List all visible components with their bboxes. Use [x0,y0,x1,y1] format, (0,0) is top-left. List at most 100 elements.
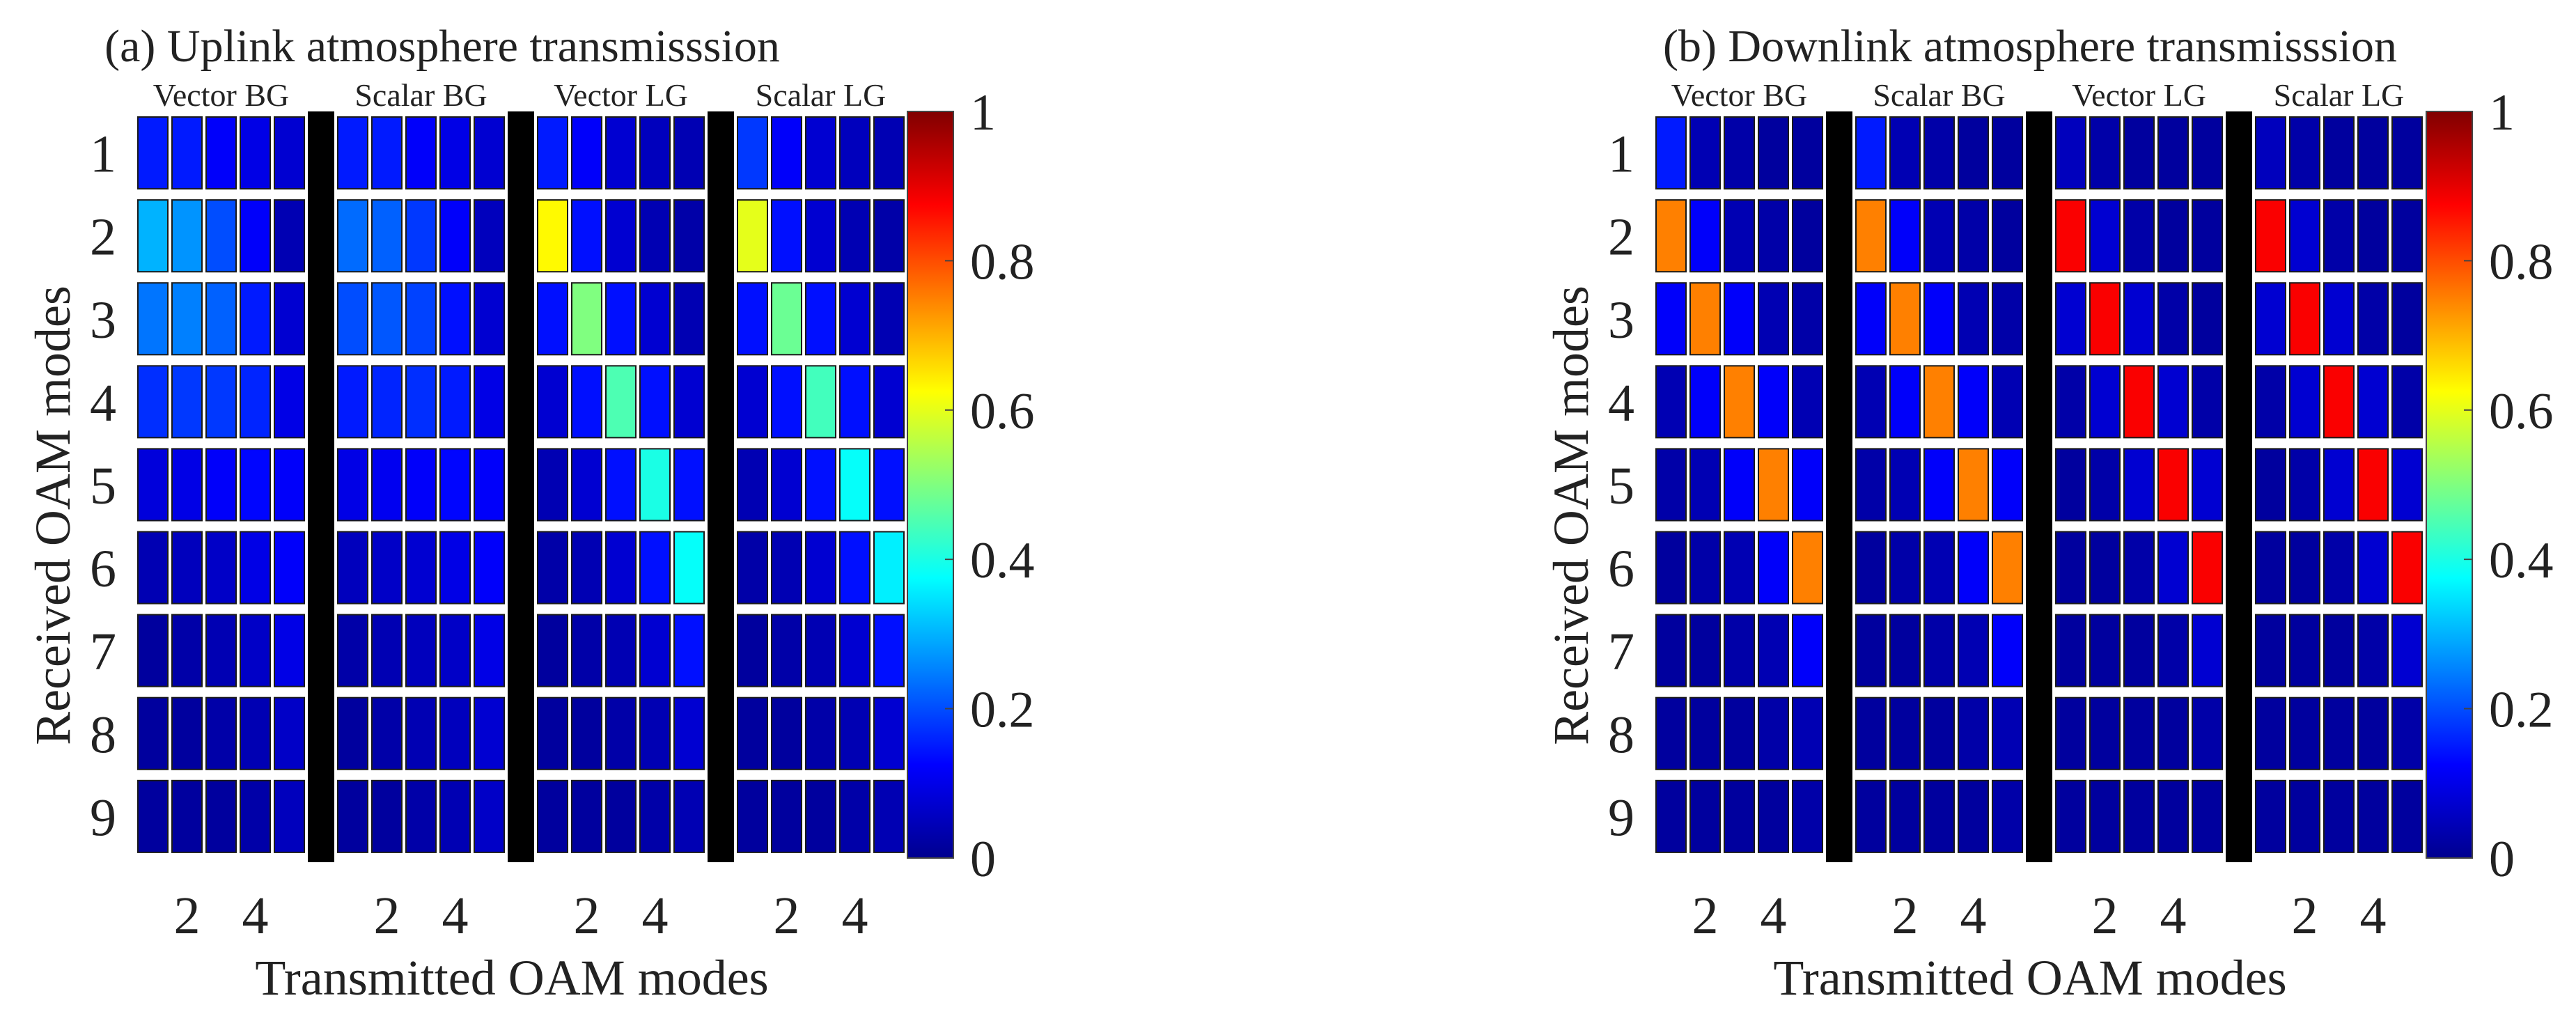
heatmap-cell [405,199,437,273]
heatmap-cell [337,779,368,853]
heatmap-cell [2123,199,2155,273]
heatmap-cell [737,282,768,356]
heatmap-cell [805,448,836,522]
heatmap-cell [405,696,437,770]
heatmap-cell [1958,531,1989,605]
group-label: Scalar BG [354,77,487,113]
heatmap-cell [839,116,871,190]
heatmap-cell [2323,614,2355,687]
heatmap-cell [2323,448,2355,522]
heatmap-cell [673,282,705,356]
heatmap-cell [1655,365,1687,439]
heatmap-cell [2391,365,2423,439]
y-tick-label: 2 [90,208,116,267]
heatmap-cell [205,614,237,687]
y-tick-label: 8 [1608,706,1634,764]
group-label: Vector LG [2072,77,2206,113]
heatmap-cell [839,448,871,522]
heatmap-cell [805,614,836,687]
heatmap-cell [337,116,368,190]
heatmap-cell [1923,199,1955,273]
heatmap-cell [1655,199,1687,273]
x-tick-label: 4 [2160,887,2187,945]
heatmap-cell [571,614,602,687]
heatmap-cell [2323,779,2355,853]
heatmap-cell [274,531,305,605]
heatmap-cell [2255,448,2286,522]
group-labels: Vector BG Scalar BG Vector LG Scalar LG [153,77,887,113]
heatmap-cell [1992,116,2023,190]
heatmap-cell [2157,116,2189,190]
y-axis-label: Received OAM modes [25,286,81,745]
heatmap-cell [2123,696,2155,770]
heatmap-cell [2255,365,2286,439]
heatmap-cell [1689,448,1721,522]
heatmap-cell [1923,116,1955,190]
heatmap-cell [605,365,637,439]
y-tick-label: 7 [1608,623,1634,681]
heatmap-cell [474,614,505,687]
heatmap-cell [1792,365,1823,439]
heatmap-cell [371,779,403,853]
heatmap-cell [2157,614,2189,687]
heatmap-cell [1655,282,1687,356]
heatmap-cell [137,282,169,356]
x-tick-label: 2 [374,887,400,945]
colorbar-tick-label: 0 [2489,831,2515,888]
heatmap-cell [1655,116,1687,190]
heatmap-cell [2323,365,2355,439]
colorbar-tick-label: 1 [970,84,996,141]
heatmap-cell [171,282,203,356]
colorbar-tick-label: 0.6 [2489,383,2554,440]
heatmap-cell [137,779,169,853]
heatmap-cell [805,199,836,273]
x-tick-label: 4 [642,887,669,945]
heatmap-cell [839,199,871,273]
chart-title: (b) Downlink atmosphere transmisssion [1663,21,2397,72]
group-label: Scalar LG [2274,77,2405,113]
heatmap-cell [2255,531,2286,605]
colorbar [2426,111,2473,859]
heatmap-cell [605,199,637,273]
group-separator [508,111,534,862]
heatmap-cell [2357,696,2389,770]
heatmap-cell [1724,448,1755,522]
heatmap-cell [1992,779,2023,853]
heatmap-cell [474,448,505,522]
heatmap-cell [2157,779,2189,853]
heatmap-cell [171,365,203,439]
heatmap-cell [2123,282,2155,356]
heatmap-cell [405,614,437,687]
x-tick-label: 4 [2360,887,2387,945]
heatmap-cell [605,779,637,853]
heatmap-cell [839,365,871,439]
heatmap-cell [2289,448,2320,522]
heatmap-cell [474,779,505,853]
heatmap-cell [771,116,802,190]
colorbar-tick-label: 1 [2489,84,2515,141]
heatmap-cell [171,448,203,522]
heatmap-cell [1758,365,1789,439]
heatmap-cell [439,614,471,687]
heatmap-cell [439,779,471,853]
x-tick-label: 2 [574,887,600,945]
colorbar-tick-label: 0 [970,831,996,888]
heatmap-cell [1992,282,2023,356]
heatmap-cell [2055,531,2086,605]
heatmap-cell [1855,365,1887,439]
colorbar-tick-label: 0.8 [2489,233,2554,290]
heatmap-cell [737,696,768,770]
y-tick-label: 6 [1608,540,1634,598]
heatmap-cell [1889,531,1921,605]
y-axis-label: Received OAM modes [1543,286,1599,745]
group-labels: Vector BG Scalar BG Vector LG Scalar LG [1671,77,2405,113]
group-label: Vector BG [1671,77,1807,113]
heatmap-cell [2357,116,2389,190]
heatmap-cell [371,614,403,687]
x-tick-label: 2 [174,887,201,945]
heatmap-cell [1758,282,1789,356]
x-tick-label: 4 [242,887,269,945]
panel-downlink: (b) Downlink atmosphere transmisssion Ve… [1543,21,2554,1006]
heatmap-cell [439,116,471,190]
heatmap-cell [805,696,836,770]
